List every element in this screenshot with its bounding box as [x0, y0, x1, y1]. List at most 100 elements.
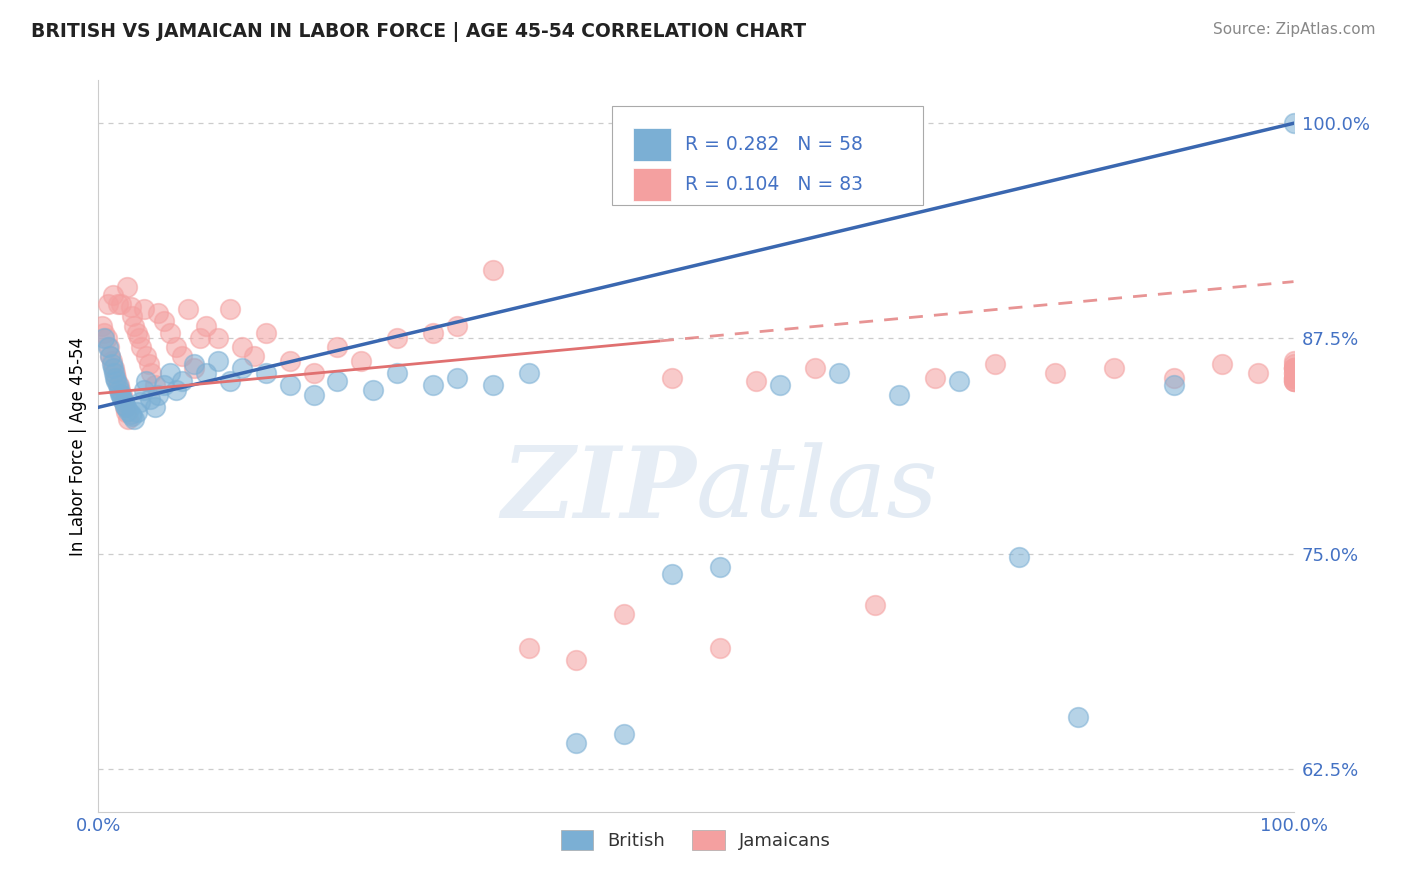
Point: [231, 340, 253, 354]
Point: [153, 314, 176, 328]
Point: [120, 301, 142, 315]
Point: [111, 392, 134, 406]
Point: [107, 378, 129, 392]
Point: [661, 567, 683, 582]
Point: [207, 331, 229, 345]
FancyBboxPatch shape: [633, 128, 671, 161]
Point: [1282, 371, 1305, 385]
Point: [104, 366, 127, 380]
Point: [159, 366, 181, 380]
Point: [889, 388, 911, 402]
Point: [108, 383, 131, 397]
Point: [350, 353, 373, 368]
Point: [709, 560, 731, 574]
Point: [517, 366, 540, 380]
Point: [103, 360, 125, 375]
Point: [107, 297, 129, 311]
Point: [120, 407, 142, 421]
Point: [101, 288, 124, 302]
Point: [984, 357, 1007, 371]
Point: [1282, 375, 1305, 389]
Point: [132, 383, 155, 397]
Point: [924, 371, 946, 385]
Point: [131, 340, 153, 354]
Point: [231, 360, 253, 375]
Point: [446, 319, 468, 334]
Point: [121, 409, 143, 423]
Text: ZIP: ZIP: [501, 442, 696, 538]
Point: [948, 375, 970, 389]
Point: [422, 326, 444, 341]
Point: [97, 297, 120, 311]
Point: [121, 309, 143, 323]
Point: [254, 366, 277, 380]
Point: [1104, 360, 1126, 375]
Point: [326, 375, 349, 389]
Point: [195, 319, 218, 334]
Text: Source: ZipAtlas.com: Source: ZipAtlas.com: [1212, 22, 1375, 37]
Point: [422, 378, 444, 392]
Point: [165, 340, 187, 354]
Point: [481, 262, 505, 277]
Point: [1282, 371, 1305, 385]
Point: [139, 366, 162, 380]
Point: [709, 641, 731, 656]
Point: [159, 326, 181, 341]
Point: [613, 607, 636, 621]
Point: [172, 375, 194, 389]
Point: [745, 375, 768, 389]
Y-axis label: In Labor Force | Age 45-54: In Labor Force | Age 45-54: [69, 336, 87, 556]
Point: [114, 401, 136, 415]
Point: [97, 340, 120, 354]
Point: [1282, 366, 1305, 380]
Point: [1067, 710, 1090, 724]
Point: [1282, 366, 1305, 380]
Point: [125, 405, 148, 419]
Point: [302, 366, 325, 380]
Point: [148, 305, 170, 319]
Point: [112, 395, 135, 409]
Point: [115, 405, 138, 419]
Point: [565, 653, 588, 667]
Point: [661, 371, 683, 385]
Point: [125, 326, 148, 341]
Point: [132, 302, 155, 317]
Point: [108, 386, 131, 401]
Point: [1282, 375, 1305, 389]
Point: [165, 383, 187, 397]
Point: [1282, 371, 1305, 385]
Point: [1247, 366, 1270, 380]
Point: [1282, 360, 1305, 375]
Point: [101, 360, 124, 375]
Point: [115, 401, 138, 415]
Point: [143, 401, 166, 415]
Point: [104, 371, 127, 385]
Point: [1282, 375, 1305, 389]
Point: [124, 412, 146, 426]
Point: [1211, 357, 1233, 371]
Point: [195, 366, 218, 380]
Point: [219, 302, 242, 317]
Point: [117, 412, 139, 426]
Point: [254, 326, 277, 341]
Text: R = 0.104   N = 83: R = 0.104 N = 83: [685, 175, 863, 194]
Point: [481, 378, 505, 392]
Point: [385, 331, 409, 345]
Point: [105, 371, 128, 385]
Point: [1282, 353, 1305, 368]
Point: [135, 349, 157, 363]
Point: [112, 395, 135, 409]
Point: [100, 353, 122, 368]
Point: [139, 392, 162, 406]
Point: [565, 736, 588, 750]
Point: [110, 297, 132, 311]
Point: [111, 388, 134, 402]
Point: [105, 375, 128, 389]
Point: [124, 319, 146, 334]
Text: R = 0.282   N = 58: R = 0.282 N = 58: [685, 135, 863, 153]
Point: [115, 280, 138, 294]
Point: [138, 357, 160, 371]
Point: [107, 378, 129, 392]
Point: [98, 349, 122, 363]
Point: [91, 319, 114, 334]
